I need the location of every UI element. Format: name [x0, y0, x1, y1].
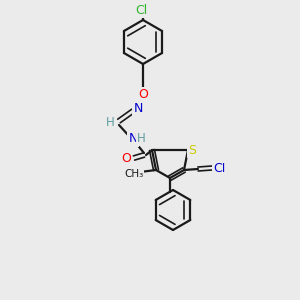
- Text: N: N: [215, 161, 225, 175]
- Text: H: H: [106, 116, 114, 128]
- Text: O: O: [121, 152, 131, 164]
- Text: N: N: [128, 133, 138, 146]
- Text: N: N: [133, 101, 143, 115]
- Text: H: H: [136, 133, 146, 146]
- Text: C: C: [213, 161, 222, 175]
- Text: O: O: [138, 88, 148, 100]
- Text: CH₃: CH₃: [124, 169, 144, 179]
- Text: Cl: Cl: [135, 4, 147, 16]
- Text: S: S: [188, 143, 196, 157]
